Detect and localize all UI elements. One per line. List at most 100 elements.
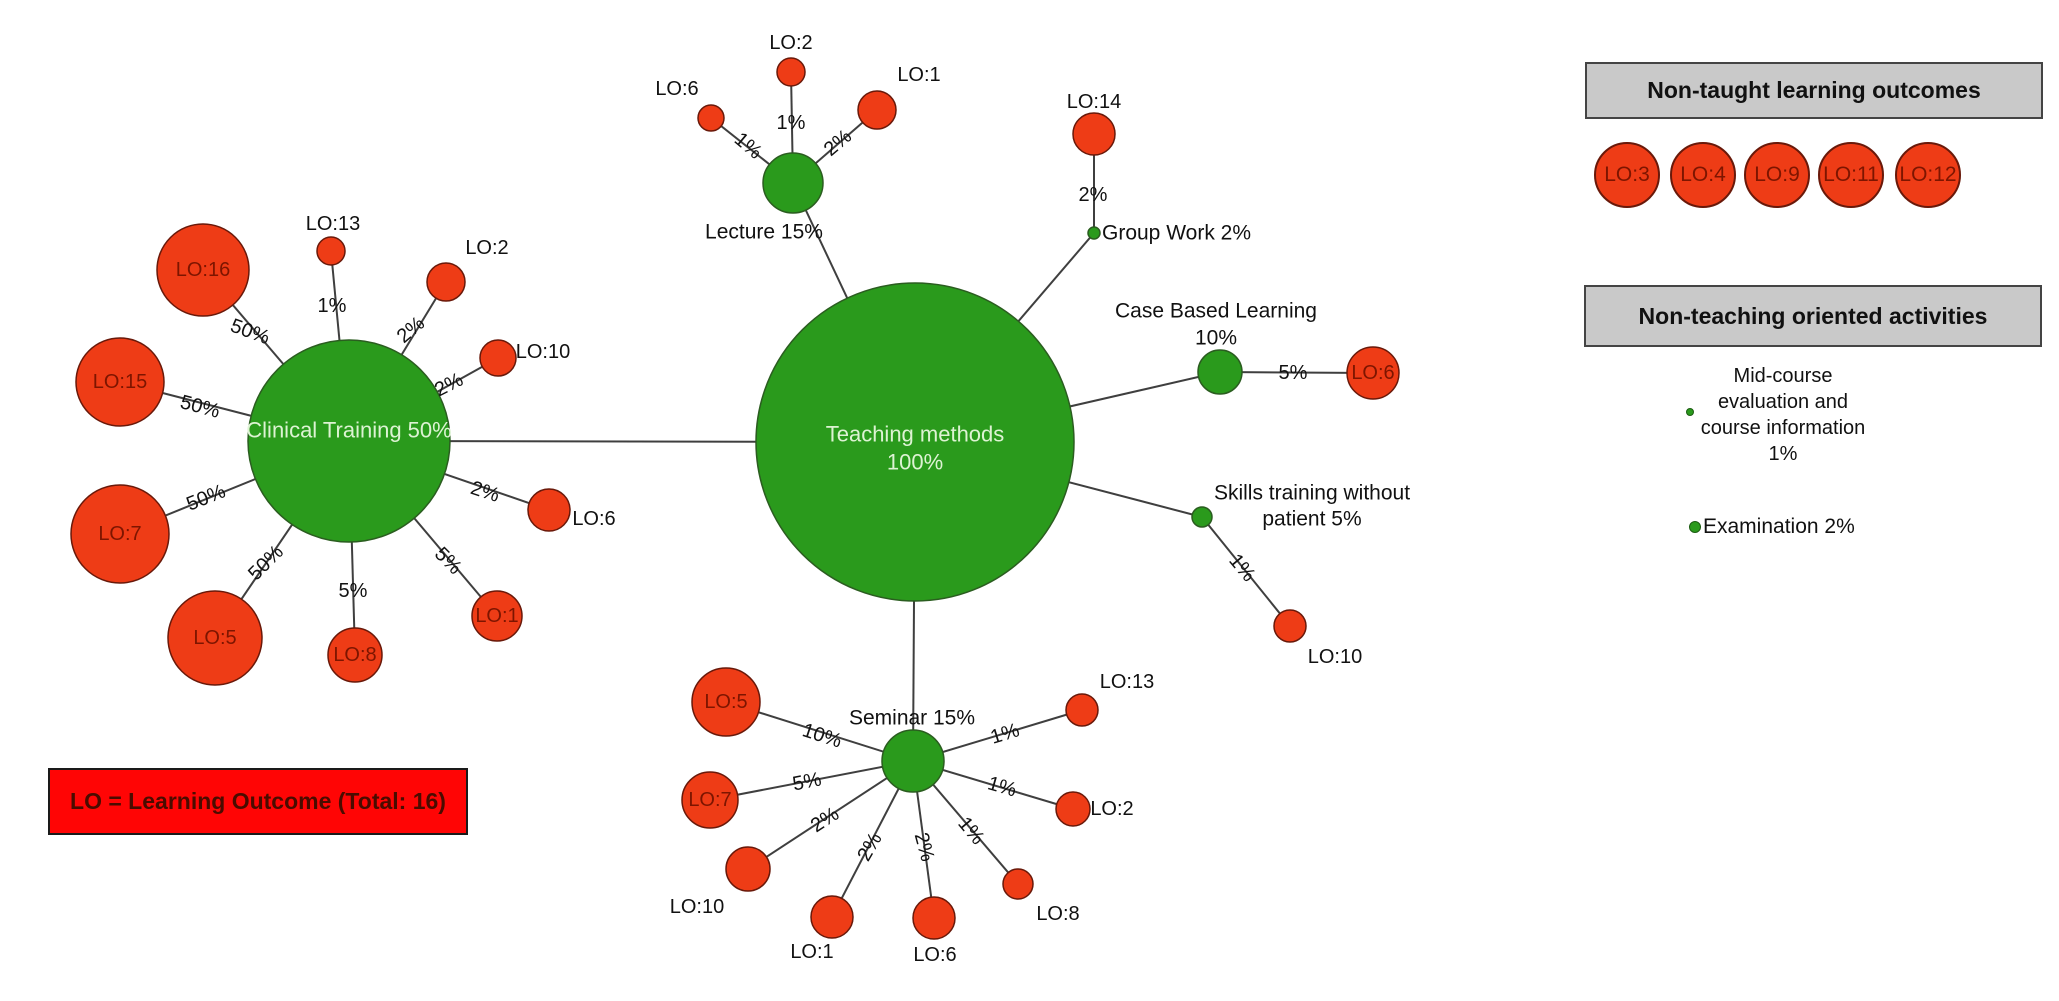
node-label-teaching-1: 100% <box>887 450 943 475</box>
node-clin-lo13 <box>316 236 346 266</box>
node-label-clin-lo8: LO:8 <box>333 644 376 666</box>
legend-non-taught-title: Non-taught learning outcomes <box>1647 77 1981 103</box>
edge-label-lo14-groupwork-dot: 2% <box>1079 184 1108 206</box>
node-lecture-lo6 <box>697 104 725 132</box>
node-label-lecture-lo6: LO:6 <box>655 78 698 100</box>
node-label-teaching-0: Teaching methods <box>826 422 1005 447</box>
edge-label-clinical-clin-lo6: 2% <box>468 477 502 507</box>
edge-label-clinical-clin-lo7: 50% <box>183 480 229 515</box>
node-clin-lo2 <box>426 262 466 302</box>
midcourse-line-4: 1% <box>1768 443 1798 465</box>
edge-label-seminar-sem-lo13: 1% <box>988 719 1022 749</box>
label-lecture-title: Lecture 15% <box>705 221 823 244</box>
legend-lo9-circle: LO:9 <box>1744 142 1810 208</box>
lo-note-box: LO = Learning Outcome (Total: 16) <box>48 768 468 835</box>
node-label-clin-lo2: LO:2 <box>465 237 508 259</box>
label-skills-title-line2: patient 5% <box>1262 508 1361 531</box>
label-skills-title-line1: Skills training without <box>1214 482 1410 505</box>
activity-examination-label: Examination 2% <box>1703 515 1855 538</box>
node-skills-lo10 <box>1273 609 1307 643</box>
activity-midcourse-label: Mid-course evaluation and course informa… <box>1662 363 1904 467</box>
legend-lo4-circle: LO:4 <box>1670 142 1736 208</box>
edge-label-cbl-cbl-lo6: 5% <box>1279 362 1308 384</box>
node-label-sem-lo10: LO:10 <box>670 896 724 918</box>
node-label-lecture-lo2: LO:2 <box>769 32 812 54</box>
node-label-sem-lo6: LO:6 <box>913 944 956 966</box>
midcourse-line-1: Mid-course <box>1733 365 1833 387</box>
node-label-clinical-0: Clinical Training 50% <box>246 418 451 443</box>
node-sem-lo1 <box>810 895 854 939</box>
node-label-sem-lo8: LO:8 <box>1036 903 1079 925</box>
node-label-lecture-lo1: LO:1 <box>897 64 940 86</box>
node-clin-lo8 <box>327 627 383 683</box>
legend-lo3-label: LO:3 <box>1604 163 1650 186</box>
midcourse-dot-icon <box>1686 408 1694 416</box>
node-label-lo14: LO:14 <box>1067 91 1121 113</box>
node-label-clin-lo15: LO:15 <box>93 371 147 393</box>
label-groupwork-title: Group Work 2% <box>1102 222 1251 245</box>
node-clin-lo5 <box>167 590 263 686</box>
node-clin-lo16 <box>156 223 250 317</box>
edge-label-clinical-clin-lo5: 50% <box>244 541 288 585</box>
edge-label-lecture-lecture-lo2: 1% <box>777 112 806 134</box>
legend-lo9-label: LO:9 <box>1754 163 1800 186</box>
edge-label-seminar-sem-lo1: 2% <box>853 829 887 865</box>
node-skills-dot <box>1191 506 1213 528</box>
node-label-sem-lo13: LO:13 <box>1100 671 1154 693</box>
node-lo14 <box>1072 112 1116 156</box>
node-lecture-lo2 <box>776 57 806 87</box>
node-clin-lo15 <box>75 337 165 427</box>
node-sem-lo5 <box>691 667 761 737</box>
node-label-clin-lo5: LO:5 <box>193 627 236 649</box>
edge-label-seminar-sem-lo7: 5% <box>791 768 824 795</box>
node-cbl-lo6 <box>1346 346 1400 400</box>
lo-note-label: LO = Learning Outcome (Total: 16) <box>70 788 446 814</box>
legend-lo3-circle: LO:3 <box>1594 142 1660 208</box>
node-label-cbl-lo6: LO:6 <box>1351 362 1394 384</box>
node-sem-lo6 <box>912 896 956 940</box>
node-clin-lo1 <box>471 590 523 642</box>
edge-label-clinical-clin-lo16: 50% <box>227 315 272 349</box>
node-clin-lo7 <box>70 484 170 584</box>
edge-seminar-sem-lo7 <box>709 760 914 801</box>
edge-label-seminar-sem-lo2: 1% <box>985 772 1019 801</box>
midcourse-line-3: course information <box>1700 417 1866 439</box>
node-label-clin-lo16: LO:16 <box>176 259 230 281</box>
node-clin-lo6 <box>527 488 571 532</box>
node-label-clin-lo7: LO:7 <box>98 523 141 545</box>
legend-lo4-label: LO:4 <box>1680 163 1726 186</box>
node-sem-lo13 <box>1065 693 1099 727</box>
label-cbl-title-line1: Case Based Learning <box>1115 300 1317 323</box>
node-clinical <box>247 339 451 543</box>
legend-non-teaching-title: Non-teaching oriented activities <box>1638 302 1988 329</box>
node-label-sem-lo5: LO:5 <box>704 691 747 713</box>
node-sem-lo7 <box>681 771 739 829</box>
edge-label-clinical-clin-lo15: 50% <box>178 391 223 423</box>
node-sem-lo2 <box>1055 791 1091 827</box>
label-seminar-title: Seminar 15% <box>849 707 975 730</box>
legend-lo11-circle: LO:11 <box>1818 142 1884 208</box>
legend-lo12-circle: LO:12 <box>1895 142 1961 208</box>
node-label-sem-lo1: LO:1 <box>790 941 833 963</box>
node-clin-lo10 <box>479 339 517 377</box>
node-seminar <box>881 729 945 793</box>
node-cbl <box>1197 349 1243 395</box>
legend-lo12-label: LO:12 <box>1899 163 1957 186</box>
edge-skills-dot-skills-lo10 <box>1201 516 1291 627</box>
edge-label-seminar-sem-lo6: 2% <box>910 830 939 864</box>
legend-lo11-label: LO:11 <box>1823 163 1879 186</box>
edge-label-seminar-sem-lo5: 10% <box>800 719 845 752</box>
node-sem-lo10 <box>725 846 771 892</box>
legend-non-taught-box: Non-taught learning outcomes <box>1585 62 2043 119</box>
node-lecture <box>762 152 824 214</box>
node-label-clin-lo6: LO:6 <box>572 508 615 530</box>
node-label-sem-lo2: LO:2 <box>1090 798 1133 820</box>
node-teaching <box>755 282 1075 602</box>
node-groupwork-dot <box>1087 226 1101 240</box>
node-sem-lo8 <box>1002 868 1034 900</box>
examination-dot-icon <box>1689 521 1701 533</box>
midcourse-line-2: evaluation and <box>1717 391 1849 413</box>
label-cbl-title-line2: 10% <box>1195 327 1237 350</box>
